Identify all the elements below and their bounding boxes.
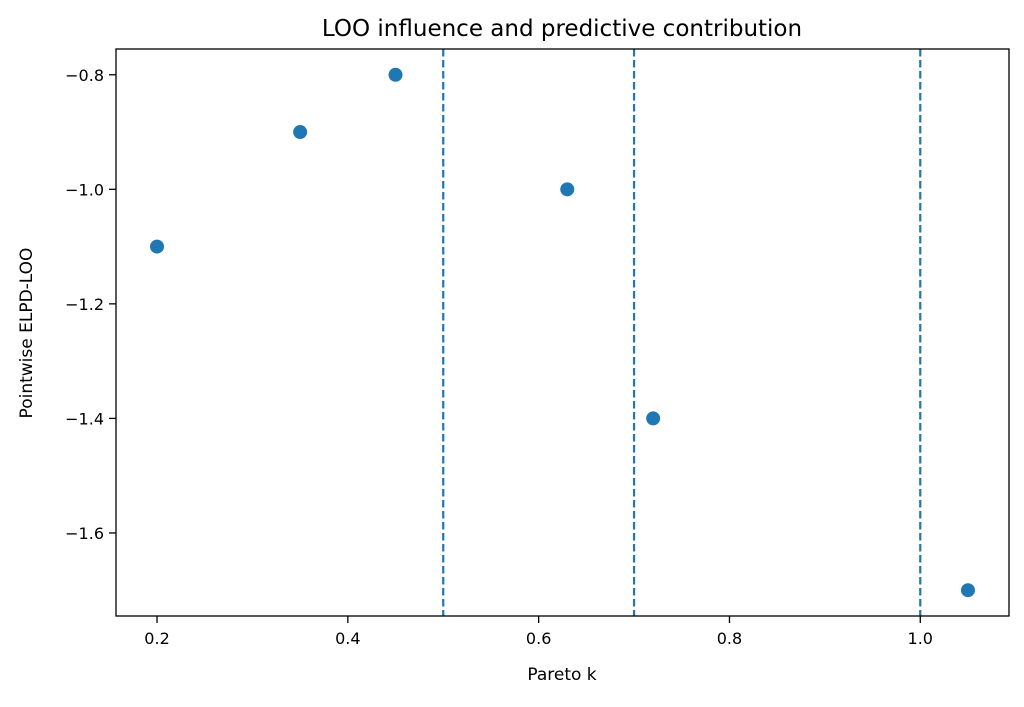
- data-point: [960, 583, 975, 598]
- chart-title: LOO influence and predictive contributio…: [322, 16, 802, 42]
- data-point: [646, 411, 661, 426]
- plot-frame: [115, 48, 1010, 617]
- data-point: [560, 182, 575, 197]
- x-axis-label: Pareto k: [527, 665, 596, 685]
- y-tick-label: −1.0: [65, 180, 104, 199]
- x-tick-label: 0.8: [717, 629, 742, 648]
- y-tick-label: −1.2: [65, 295, 104, 314]
- x-tick-label: 0.4: [335, 629, 360, 648]
- y-tick-label: −1.4: [65, 409, 104, 428]
- y-axis-label: Pointwise ELPD-LOO: [17, 248, 37, 419]
- data-point: [388, 67, 403, 82]
- y-tick-label: −0.8: [65, 66, 104, 85]
- plot-area: 0.2 0.4 0.6 0.8 1.0 −0.8 −1.0 −1.2 −1.4 −1.6: [65, 48, 1010, 648]
- x-tick-label: 0.6: [526, 629, 551, 648]
- data-point: [293, 125, 308, 140]
- data-point: [150, 239, 165, 254]
- x-tick-label: 1.0: [908, 629, 933, 648]
- y-tick-label: −1.6: [65, 524, 104, 543]
- x-tick-label: 0.2: [144, 629, 169, 648]
